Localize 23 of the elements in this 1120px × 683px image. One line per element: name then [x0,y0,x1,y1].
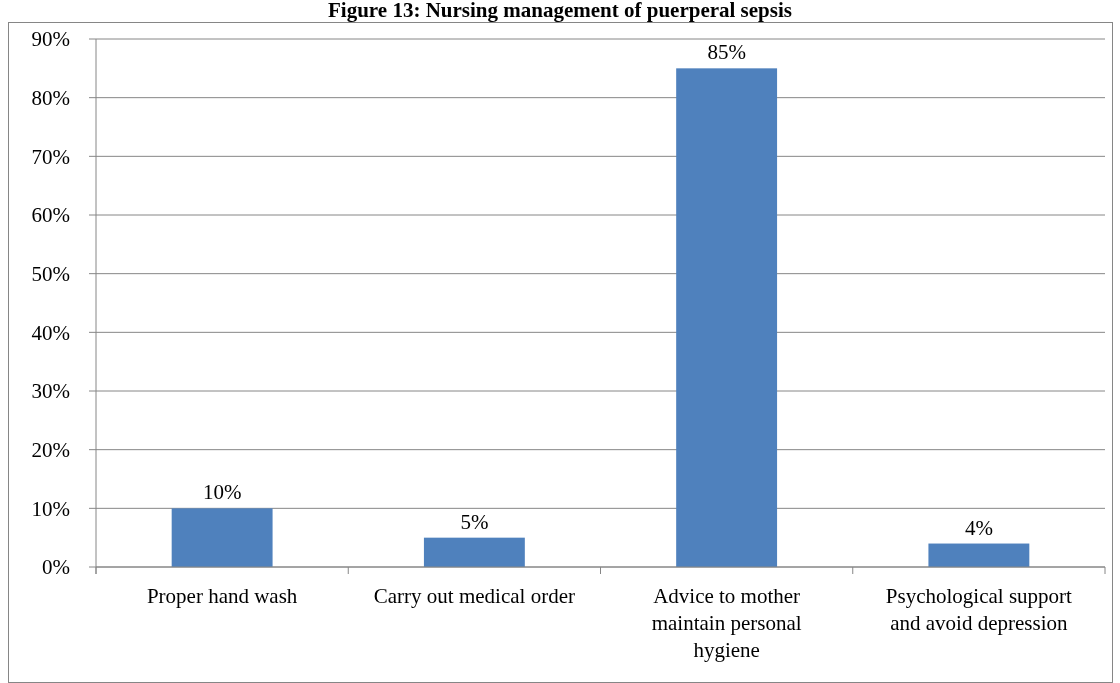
x-tick-label: Proper hand wash [146,584,298,608]
y-tick-label: 50% [31,262,70,287]
x-tick-label: Psychological support and avoid depression [885,584,1073,635]
x-tick-label: Advice to mother maintain personal hygiene [651,584,802,662]
chart-title: Figure 13: Nursing management of puerperal sepsis [328,0,792,22]
x-tick-label: Carry out medical order [373,584,575,608]
y-tick-label: 80% [31,86,70,111]
y-tick-label: 10% [31,496,70,521]
data-label: 4% [964,515,993,540]
y-tick-label: 40% [31,320,70,345]
bar [928,543,1030,567]
data-label: 5% [460,509,489,534]
bar [676,68,778,567]
y-tick-label: 90% [31,27,70,52]
data-label: 10% [202,480,242,505]
data-label: 85% [707,40,746,65]
y-tick-label: 20% [31,438,70,463]
bar [171,508,273,567]
y-tick-label: 70% [31,144,70,169]
y-tick-label: 0% [42,555,70,580]
bar [423,537,525,567]
y-tick-label: 60% [31,203,70,228]
y-tick-label: 30% [31,379,70,404]
